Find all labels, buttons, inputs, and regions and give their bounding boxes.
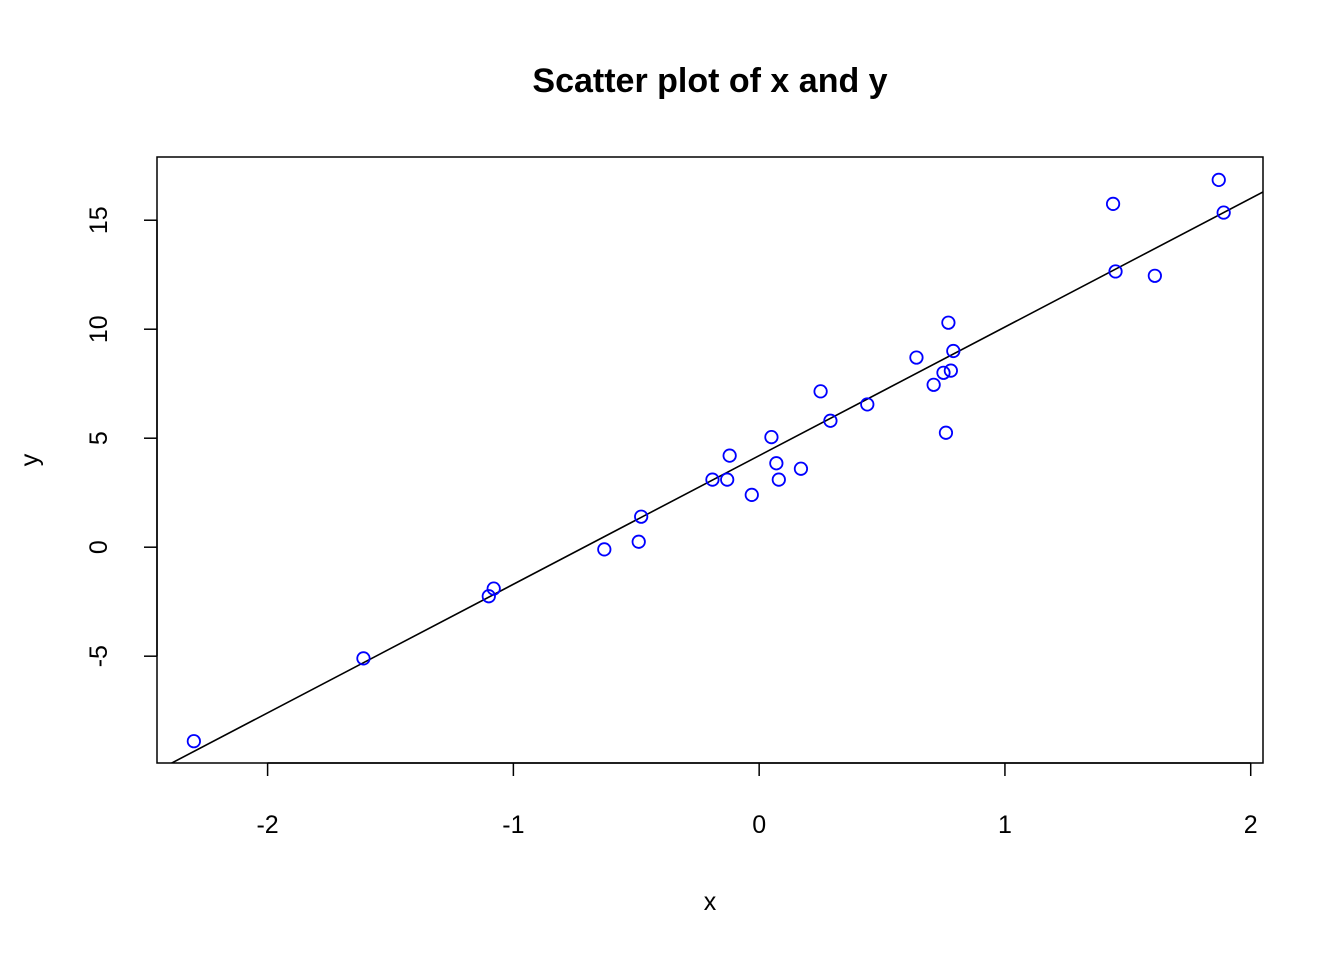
data-point (186, 734, 201, 749)
data-point (481, 589, 496, 604)
data-point (909, 350, 924, 365)
data-point (860, 397, 875, 412)
data-point (356, 651, 371, 666)
data-point (705, 472, 720, 487)
y-axis: -5 0 5 10 15 (85, 206, 158, 667)
x-axis: -2 -1 0 1 2 (256, 762, 1258, 839)
data-point (938, 425, 954, 440)
data-point (486, 581, 501, 596)
data-point (631, 534, 646, 549)
data-point (744, 487, 759, 502)
y-tick-label: 0 (85, 540, 113, 554)
data-point (813, 384, 828, 399)
data-point (1216, 205, 1231, 220)
x-tick-label: 1 (998, 811, 1012, 839)
data-point (1108, 264, 1123, 279)
data-point (764, 430, 779, 445)
data-point (722, 448, 737, 463)
x-tick-label: 0 (752, 811, 766, 839)
data-point (1147, 268, 1162, 283)
data-point (946, 343, 961, 359)
regression-line-layer (170, 191, 1263, 763)
data-point (793, 461, 809, 476)
x-tick-label: -2 (256, 811, 278, 839)
data-point (823, 413, 838, 428)
data-point (634, 509, 649, 524)
y-axis-label: y (16, 453, 44, 466)
data-point (771, 472, 786, 487)
data-points-layer (186, 172, 1231, 749)
data-point (1211, 172, 1226, 187)
chart-title: Scatter plot of x and y (532, 62, 887, 100)
regression-line (170, 191, 1263, 763)
y-tick-label: 5 (85, 431, 113, 445)
data-point (941, 315, 956, 330)
data-point (597, 542, 612, 557)
data-point (926, 377, 941, 392)
x-tick-label: -1 (502, 811, 524, 839)
y-tick-label: 10 (85, 315, 113, 343)
x-axis-label: x (704, 888, 717, 916)
data-point (1105, 196, 1121, 211)
data-point (769, 456, 784, 471)
x-tick-label: 2 (1244, 811, 1258, 839)
data-point (936, 365, 951, 380)
data-point (943, 363, 958, 378)
y-tick-label: -5 (85, 645, 113, 667)
data-point (720, 472, 735, 487)
y-tick-label: 15 (85, 206, 113, 234)
